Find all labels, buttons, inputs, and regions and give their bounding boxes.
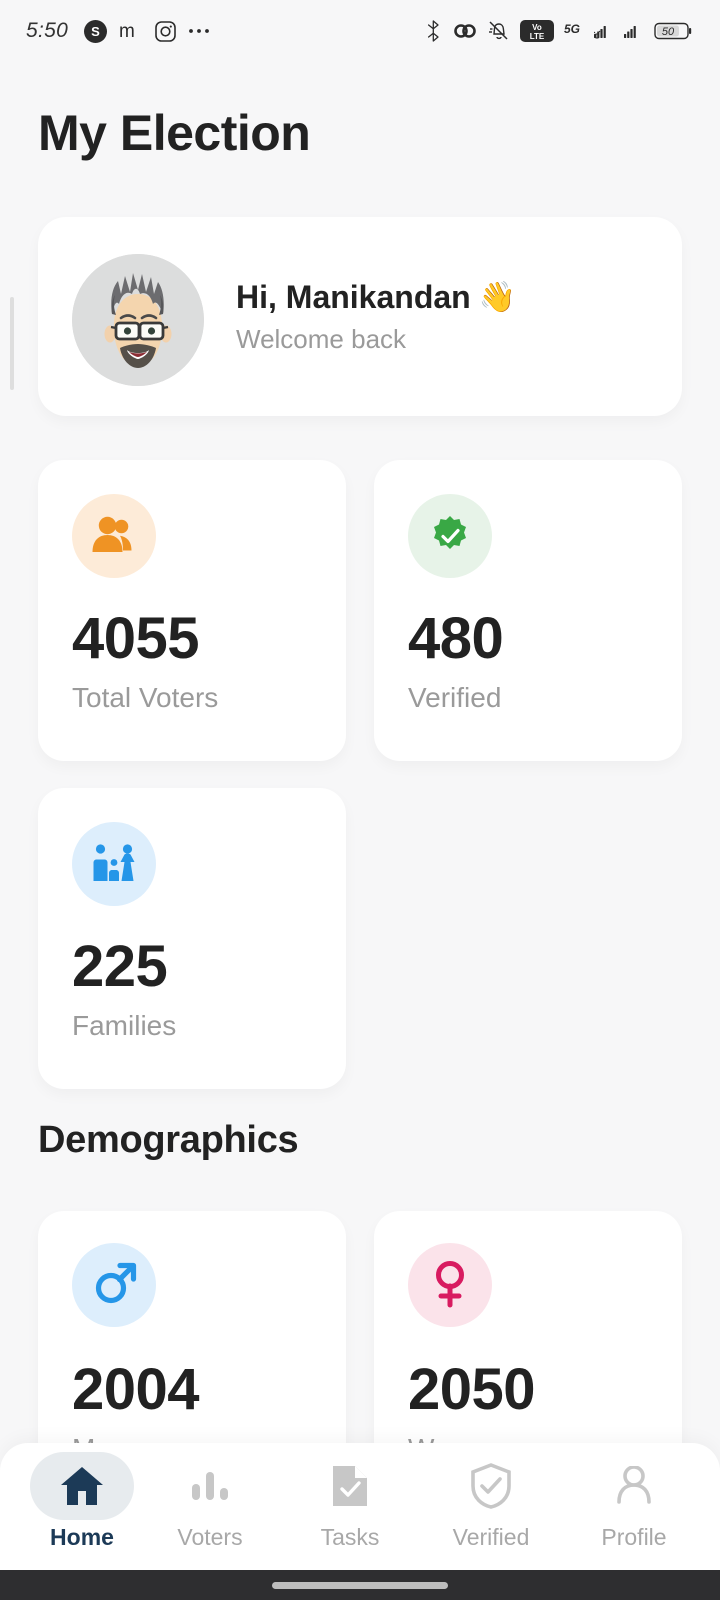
svg-text:m: m: [119, 21, 135, 41]
svg-text:Vo: Vo: [532, 23, 542, 32]
svg-text:50: 50: [662, 26, 675, 38]
svg-text:S: S: [91, 24, 100, 39]
svg-text:5G: 5G: [564, 23, 580, 36]
svg-text:LTE: LTE: [530, 32, 545, 41]
